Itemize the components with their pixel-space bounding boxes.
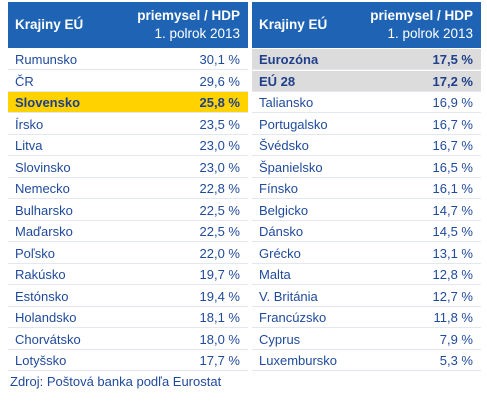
- country-cell: Litva: [8, 135, 130, 156]
- country-cell: Fínsko: [252, 178, 365, 199]
- country-cell: Cyprus: [252, 329, 365, 350]
- country-cell: Belgicko: [252, 200, 365, 221]
- header-cell: priemysel / HDP 1. polrok 2013: [130, 2, 248, 48]
- source-note: Zdroj: Poštová banka podľa Eurostat: [10, 374, 222, 389]
- value-cell: 17,7 %: [130, 350, 248, 371]
- country-cell: Rakúsko: [8, 264, 130, 285]
- value-cell: 16,1 %: [365, 178, 481, 199]
- country-cell: ČR: [8, 71, 130, 92]
- header-cell: priemysel / HDP 1. polrok 2013: [365, 2, 481, 48]
- value-cell: 12,7 %: [365, 286, 481, 307]
- country-cell: Španielsko: [252, 157, 365, 178]
- value-cell: 17,5 %: [365, 49, 481, 70]
- country-cell: Rumunsko: [8, 49, 130, 70]
- value-cell: 16,5 %: [365, 157, 481, 178]
- header-line: priemysel / HDP: [370, 8, 473, 23]
- value-cell: 5,3 %: [365, 350, 481, 371]
- header-cell: Krajiny EÚ: [8, 2, 130, 48]
- country-cell: Slovinsko: [8, 157, 130, 178]
- value-cell: 13,1 %: [365, 243, 481, 264]
- value-cell: 18,1 %: [130, 307, 248, 328]
- country-cell: Maďarsko: [8, 221, 130, 242]
- value-cell: 23,0 %: [130, 157, 248, 178]
- value-cell: 29,6 %: [130, 71, 248, 92]
- value-cell: 22,8 %: [130, 178, 248, 199]
- value-cell: 16,9 %: [365, 92, 481, 113]
- value-cell: 16,7 %: [365, 135, 481, 156]
- value-cell: 18,0 %: [130, 329, 248, 350]
- value-cell: 14,7 %: [365, 200, 481, 221]
- header-cell: Krajiny EÚ: [252, 2, 365, 48]
- country-cell: Chorvátsko: [8, 329, 130, 350]
- country-cell: Bulharsko: [8, 200, 130, 221]
- value-cell: 19,7 %: [130, 264, 248, 285]
- header-line: 1. polrok 2013: [154, 26, 240, 41]
- value-cell: 25,8 %: [130, 92, 248, 113]
- country-cell: Grécko: [252, 243, 365, 264]
- country-cell: Eurozóna: [252, 49, 365, 70]
- value-cell: 14,5 %: [365, 221, 481, 242]
- country-cell: EÚ 28: [252, 70, 365, 92]
- header-line: priemysel / HDP: [137, 8, 240, 23]
- value-cell: 23,5 %: [130, 114, 248, 135]
- value-cell: 22,0 %: [130, 243, 248, 264]
- country-cell: Taliansko: [252, 92, 365, 113]
- country-cell: Portugalsko: [252, 114, 365, 135]
- country-cell: Poľsko: [8, 243, 130, 264]
- value-cell: 23,0 %: [130, 135, 248, 156]
- country-cell: Malta: [252, 264, 365, 285]
- value-cell: 22,5 %: [130, 200, 248, 221]
- value-cell: 11,8 %: [365, 307, 481, 328]
- country-cell: Luxembursko: [252, 350, 365, 371]
- value-cell: 16,7 %: [365, 114, 481, 135]
- country-cell: Lotyšsko: [8, 350, 130, 371]
- country-cell: Estónsko: [8, 286, 130, 307]
- value-cell: 12,8 %: [365, 264, 481, 285]
- country-cell: Holandsko: [8, 307, 130, 328]
- value-cell: 22,5 %: [130, 221, 248, 242]
- value-cell: 7,9 %: [365, 329, 481, 350]
- country-cell: Švédsko: [252, 135, 365, 156]
- country-cell: V. Británia: [252, 286, 365, 307]
- country-cell: Dánsko: [252, 221, 365, 242]
- country-cell: Francúzsko: [252, 307, 365, 328]
- country-cell: Slovensko: [8, 92, 130, 113]
- country-cell: Nemecko: [8, 178, 130, 199]
- header-line: 1. polrok 2013: [387, 26, 473, 41]
- value-cell: 30,1 %: [130, 49, 248, 70]
- value-cell: 19,4 %: [130, 286, 248, 307]
- value-cell: 17,2 %: [365, 70, 481, 92]
- country-cell: Írsko: [8, 114, 130, 135]
